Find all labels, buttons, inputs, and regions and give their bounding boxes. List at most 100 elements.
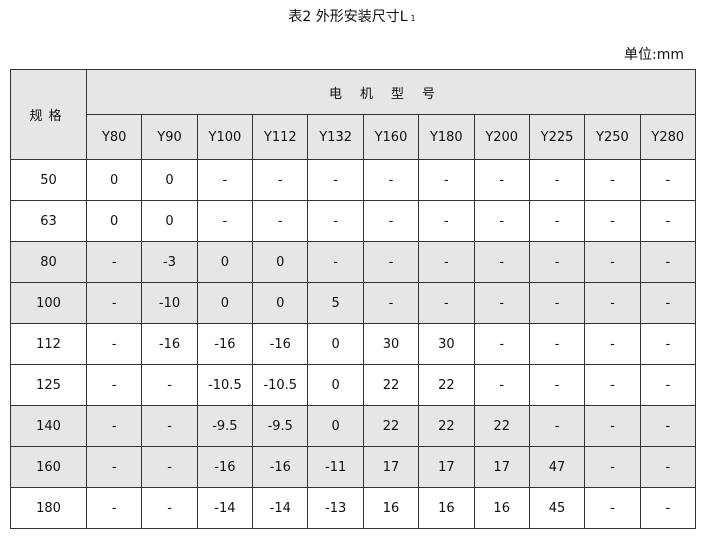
value-cell: 0 — [252, 282, 309, 324]
value-cell: - — [639, 159, 697, 201]
spec-cell: 180 — [10, 487, 87, 529]
model-header: Y90 — [141, 114, 198, 160]
value-cell: 22 — [418, 364, 475, 406]
model-header: Y250 — [584, 114, 641, 160]
spec-cell: 140 — [10, 405, 87, 447]
spec-cell: 63 — [10, 200, 87, 242]
value-cell: - — [528, 241, 586, 283]
table-row: 50 0 0- - - - - - - - - — [10, 159, 697, 201]
value-cell: - — [639, 487, 697, 529]
model-header: Y280 — [639, 114, 697, 160]
value-cell: 45 — [528, 487, 586, 529]
table-row: 112- -16 -16 -16 0 30 30- - - - — [10, 323, 697, 365]
table-row: 100- -10 0 0 5- - - - - - — [10, 282, 697, 324]
spec-cell: 125 — [10, 364, 87, 406]
value-cell: -16 — [196, 323, 254, 365]
value-cell: 0 — [307, 405, 364, 447]
value-cell: - — [418, 282, 475, 324]
value-cell: - — [362, 200, 420, 242]
value-cell: - — [418, 241, 475, 283]
value-cell: -10.5 — [196, 364, 254, 406]
value-cell: - — [584, 241, 641, 283]
table-row: 140- - -9.5 -9.5 0 22 22 22- - - — [10, 405, 697, 447]
value-cell: -10.5 — [252, 364, 309, 406]
value-cell: 17 — [362, 446, 420, 488]
model-header: Y100 — [196, 114, 254, 160]
value-cell: - — [141, 364, 198, 406]
table-row: 125- - -10.5 -10.5 0 22 22- - - - — [10, 364, 697, 406]
value-cell: - — [639, 364, 697, 406]
value-cell: - — [362, 282, 420, 324]
model-header: Y80 — [85, 114, 143, 160]
value-cell: - — [85, 364, 143, 406]
spec-cell: 50 — [10, 159, 87, 201]
title-text: 表2 外形安装尺寸L — [288, 9, 408, 25]
value-cell: 17 — [473, 446, 530, 488]
model-header: Y225 — [528, 114, 586, 160]
value-cell: -9.5 — [196, 405, 254, 447]
value-cell: - — [528, 282, 586, 324]
value-cell: - — [85, 446, 143, 488]
value-cell: - — [252, 159, 309, 201]
value-cell: - — [639, 323, 697, 365]
value-cell: - — [584, 323, 641, 365]
value-cell: - — [584, 200, 641, 242]
title-subscript: 1 — [410, 14, 416, 23]
value-cell: - — [639, 446, 697, 488]
value-cell: -3 — [141, 241, 198, 283]
table-row: 180- - -14 -14 -13 16 16 16 45- - — [10, 487, 697, 529]
motor-model-header: 电机型号 — [86, 69, 696, 115]
value-cell: - — [252, 200, 309, 242]
value-cell: -14 — [252, 487, 309, 529]
value-cell: - — [196, 200, 254, 242]
value-cell: -16 — [252, 446, 309, 488]
spec-cell: 80 — [10, 241, 87, 283]
value-cell: -11 — [307, 446, 364, 488]
value-cell: - — [473, 159, 530, 201]
value-cell: 0 — [141, 200, 198, 242]
value-cell: -10 — [141, 282, 198, 324]
value-cell: - — [362, 159, 420, 201]
value-cell: - — [639, 405, 697, 447]
value-cell: 5 — [307, 282, 364, 324]
value-cell: - — [528, 159, 586, 201]
value-cell: - — [473, 282, 530, 324]
table-row: 63 0 0- - - - - - - - - — [10, 200, 697, 242]
spec-cell: 100 — [10, 282, 87, 324]
model-header: Y200 — [473, 114, 530, 160]
value-cell: 16 — [473, 487, 530, 529]
value-cell: - — [528, 364, 586, 406]
value-cell: - — [307, 159, 364, 201]
table-row: 80- -3 0 0- - - - - - - — [10, 241, 697, 283]
value-cell: - — [473, 323, 530, 365]
value-cell: - — [639, 200, 697, 242]
value-cell: - — [85, 241, 143, 283]
value-cell: - — [418, 200, 475, 242]
value-cell: - — [584, 446, 641, 488]
value-cell: 16 — [362, 487, 420, 529]
value-cell: - — [307, 241, 364, 283]
table-title: 表2 外形安装尺寸L 1 — [0, 6, 704, 26]
value-cell: - — [639, 241, 697, 283]
spec-cell: 160 — [10, 446, 87, 488]
value-cell: - — [473, 364, 530, 406]
value-cell: -14 — [196, 487, 254, 529]
value-cell: 0 — [196, 282, 254, 324]
value-cell: - — [473, 241, 530, 283]
value-cell: - — [584, 159, 641, 201]
value-cell: - — [85, 405, 143, 447]
value-cell: - — [528, 405, 586, 447]
value-cell: -16 — [141, 323, 198, 365]
unit-label: 单位:mm — [624, 47, 684, 63]
value-cell: - — [141, 405, 198, 447]
model-header: Y180 — [418, 114, 475, 160]
value-cell: - — [85, 323, 143, 365]
value-cell: - — [584, 282, 641, 324]
value-cell: 22 — [473, 405, 530, 447]
value-cell: 0 — [85, 159, 143, 201]
value-cell: 0 — [307, 364, 364, 406]
value-cell: 30 — [362, 323, 420, 365]
value-cell: 22 — [418, 405, 475, 447]
value-cell: - — [418, 159, 475, 201]
value-cell: 0 — [141, 159, 198, 201]
